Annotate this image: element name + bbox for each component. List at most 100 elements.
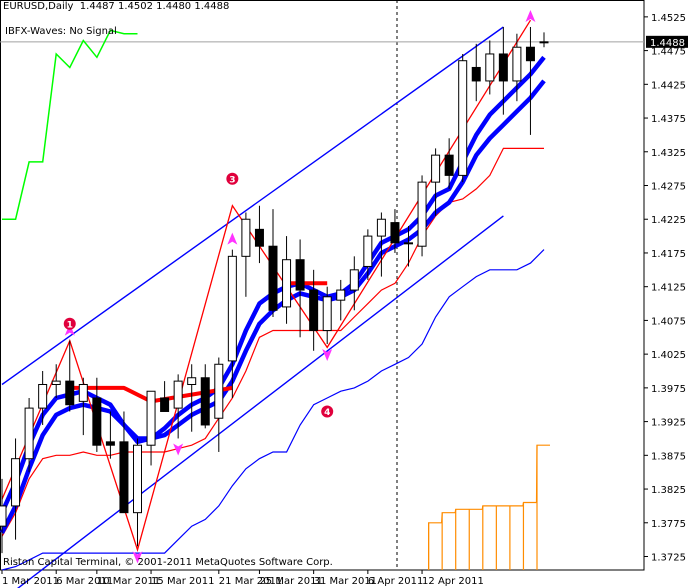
candle [363, 229, 373, 280]
candle-body [471, 66, 481, 82]
down-arrow-marker [132, 551, 143, 564]
time-tick-label: 12 Apr 2011 [422, 576, 484, 587]
chart-grid [0, 0, 645, 571]
candle-body [431, 154, 441, 183]
candle-body [241, 218, 251, 257]
price-tick-label: 1.4475 [651, 47, 686, 58]
time-tick-label: 21 Mar 2011 [219, 576, 282, 587]
candle [160, 381, 170, 412]
candle-body [105, 441, 115, 446]
up-arrow-marker [525, 9, 536, 22]
price-tick-label: 1.3725 [651, 553, 686, 564]
candle [417, 175, 427, 257]
candle [214, 357, 224, 452]
candle [390, 209, 400, 253]
price-tick-label: 1.3825 [651, 485, 686, 496]
candle-body [173, 380, 183, 409]
candle-body [309, 289, 319, 332]
candle-body [133, 444, 142, 514]
candle-body [38, 383, 48, 409]
candle-body [51, 380, 61, 385]
candle-body [512, 46, 522, 82]
time-tick-label: 15 Mar 2011 [151, 576, 214, 587]
candle [539, 32, 549, 48]
ohlc-header: EURUSD,Daily 1.4487 1.4502 1.4480 1.4488 [3, 1, 229, 12]
candle-body [92, 397, 102, 446]
candle-body [390, 222, 400, 244]
candle [241, 212, 251, 297]
candle [349, 256, 359, 311]
candle-body [200, 377, 210, 426]
wave-markers: 1 3 4 [63, 9, 536, 564]
candle-body [539, 41, 549, 44]
price-tick-label: 1.4025 [651, 350, 686, 361]
candle-body [282, 259, 292, 308]
wave-label-number: 4 [324, 408, 330, 418]
time-tick-label: 6 Mar 2011 [56, 576, 113, 587]
current-price-label: 1.4488 [650, 38, 685, 49]
green-indicator-line [2, 29, 138, 220]
candle [295, 239, 305, 338]
candle [309, 269, 319, 351]
high-value: 1.4502 [117, 1, 153, 12]
candle-body [498, 53, 508, 82]
candle-body [146, 390, 156, 446]
candle [282, 236, 292, 324]
candle [65, 340, 75, 412]
down-arrow-marker [173, 443, 184, 456]
candle [119, 411, 129, 514]
price-tick-label: 1.4325 [651, 148, 686, 159]
candle [92, 377, 102, 452]
wave-label-circle [63, 317, 76, 330]
channel-lower-line [17, 215, 504, 588]
candle [0, 478, 7, 554]
candle [431, 148, 441, 216]
channel-upper-line [1, 26, 504, 386]
open-value: 1.4487 [79, 1, 115, 12]
price-tick-label: 1.3975 [651, 384, 686, 395]
price-tick-label: 1.3775 [651, 519, 686, 530]
candle [512, 33, 522, 102]
up-arrow-marker [227, 232, 238, 245]
candle [525, 26, 535, 135]
candle [376, 212, 386, 277]
price-tick-label: 1.4525 [651, 13, 686, 24]
candle-body [404, 242, 413, 245]
price-tick-label: 1.4175 [651, 249, 686, 260]
candle [485, 40, 495, 95]
time-tick-label: 1 Mar 2011 [2, 576, 59, 587]
candle [146, 390, 156, 466]
candle-body [485, 53, 495, 82]
price-axis: 1.4525 1.4475 1.4425 1.4375 1.4325 1.4275 1.42… [644, 13, 688, 564]
candle [322, 286, 332, 345]
candle [105, 411, 115, 459]
candle-body [322, 296, 332, 332]
candle-body [295, 259, 305, 291]
candle-body [78, 383, 88, 402]
candle-body [214, 363, 224, 419]
candle-body [525, 46, 535, 62]
wave-label-number: 1 [67, 320, 73, 330]
symbol-label: EURUSD,Daily [3, 1, 74, 12]
lower-blue-band [1, 249, 545, 571]
price-tick-label: 1.3875 [651, 451, 686, 462]
close-value: 1.4488 [194, 1, 230, 12]
candle [78, 377, 88, 436]
candle-body [11, 458, 21, 507]
candle-body [349, 269, 359, 291]
candle [24, 397, 34, 473]
candle [38, 371, 48, 425]
time-tick-label: 31 Mar 2011 [314, 576, 377, 587]
candle-body [24, 407, 34, 460]
candle-body [444, 154, 454, 176]
candle [444, 138, 454, 189]
candle-body [187, 377, 197, 385]
time-tick-label: 10 Mar 2011 [97, 576, 160, 587]
candle [268, 209, 278, 318]
time-tick-label: 6 Apr 2011 [368, 576, 423, 587]
candlestick-series [0, 26, 549, 554]
histogram-indicator [428, 444, 550, 570]
candle-body [363, 235, 373, 267]
